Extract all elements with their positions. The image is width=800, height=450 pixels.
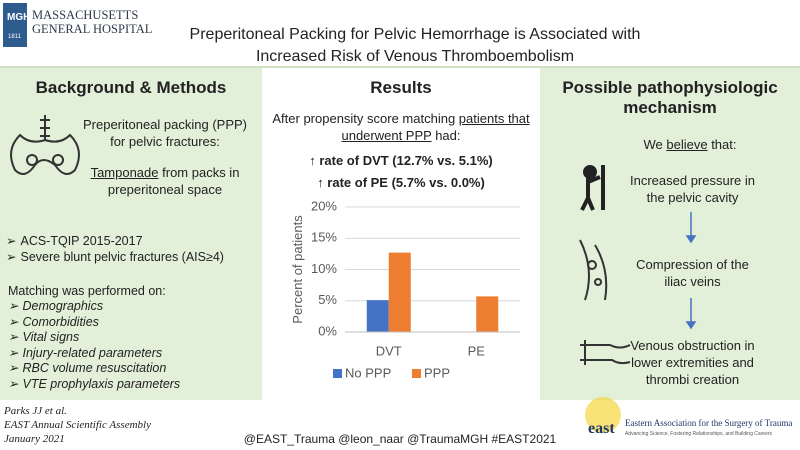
veins-icon	[579, 239, 608, 301]
finding: ↑ rate of DVT (12.7% vs. 5.1%)	[309, 153, 493, 168]
east-name: Eastern Association for the Surgery of T…	[625, 418, 793, 428]
legend-label: PPP	[424, 365, 450, 380]
step: Increased pressure in the pelvic cavity	[630, 173, 756, 205]
institution-line: GENERAL HOSPITAL	[32, 22, 153, 36]
title-line: Preperitoneal Packing for Pelvic Hemorrh…	[189, 26, 641, 43]
step: Venous obstruction in lower extremities …	[630, 338, 755, 387]
arrows	[685, 212, 697, 330]
y-tick-label: 5%	[318, 292, 337, 307]
handles: @EAST_Trauma @leon_naar @TraumaMGH #EAST…	[243, 432, 557, 446]
matching-item: Injury-related parameters	[8, 346, 180, 362]
matching-item: Vital signs	[8, 330, 180, 346]
legend-label: No PPP	[345, 365, 391, 380]
legend-swatch	[333, 369, 342, 378]
results-intro: After propensity score matching patients…	[272, 110, 530, 144]
bullet: ACS-TQIP 2015-2017	[6, 234, 224, 250]
bullet: Severe blunt pelvic fractures (AIS≥4)	[6, 250, 223, 266]
underlined: Tamponade	[90, 165, 159, 180]
y-tick-label: 15%	[311, 230, 337, 245]
east-sun	[585, 397, 621, 433]
heading: Results	[370, 78, 432, 97]
citation-line: Parks JJ et al.	[4, 405, 67, 417]
x-tick-label: PE	[468, 343, 486, 358]
heading: Possible pathophysiologic mechanism	[562, 78, 778, 117]
mgh-shield	[3, 3, 27, 47]
mechanism: Tamponade from packs in preperitoneal sp…	[75, 164, 255, 198]
matching-item: VTE prophylaxis parameters	[8, 377, 180, 393]
bar	[366, 300, 389, 332]
citation-line: January 2021	[4, 433, 65, 445]
pelvis-icon	[10, 115, 80, 175]
east-logo: east	[588, 420, 615, 437]
y-axis-label: Percent of patients	[290, 215, 305, 324]
citation-line: EAST Annual Scientific Assembly	[4, 419, 151, 431]
title-line: Increased Risk of Venous Thromboembolism	[255, 48, 575, 65]
logo-year: 1811	[8, 34, 21, 40]
underlined: believe	[666, 137, 708, 152]
matching-item: Demographics	[8, 299, 180, 315]
matching-heading: Matching was performed on:	[8, 284, 166, 298]
citation: Parks JJ et al. EAST Annual Scientific A…	[4, 404, 151, 446]
text: from packs in preperitoneal space	[107, 165, 240, 197]
heading: Background & Methods	[35, 78, 227, 97]
intro: Preperitoneal packing (PPP) for pelvic f…	[82, 117, 248, 149]
x-tick-label: DVT	[376, 343, 402, 358]
text: that:	[707, 137, 737, 152]
institution-line: MASSACHUSETTS	[32, 8, 139, 22]
logo-text: MGH	[7, 12, 31, 23]
east-tagline: Advancing Science, Fostering Relationshi…	[625, 431, 773, 437]
y-tick-label: 0%	[318, 323, 337, 338]
text: had:	[431, 128, 461, 143]
y-tick-label: 10%	[311, 261, 337, 276]
title: Preperitoneal Packing for Pelvic Hemorrh…	[150, 24, 680, 68]
pressure-icon	[580, 165, 605, 211]
matching-list: DemographicsComorbiditiesVital signsInju…	[8, 299, 180, 392]
legend-swatch	[412, 369, 421, 378]
finding: ↑ rate of PE (5.7% vs. 0.0%)	[317, 175, 485, 190]
text: We	[643, 137, 667, 152]
mechanism-intro: We believe that:	[610, 136, 770, 153]
underlined: patients that underwent PPP	[341, 111, 530, 143]
y-tick-label: 20%	[311, 198, 337, 213]
bullets: ACS-TQIP 2015-2017 Severe blunt pelvic f…	[6, 234, 224, 266]
bar	[388, 252, 411, 332]
matching-item: Comorbidities	[8, 315, 180, 331]
institution: MASSACHUSETTS GENERAL HOSPITAL	[32, 8, 152, 36]
matching-item: RBC volume resuscitation	[8, 361, 180, 377]
bar	[476, 296, 499, 332]
text: After propensity score matching	[272, 111, 459, 126]
step: Compression of the iliac veins	[636, 257, 749, 289]
legs-icon	[580, 340, 631, 365]
